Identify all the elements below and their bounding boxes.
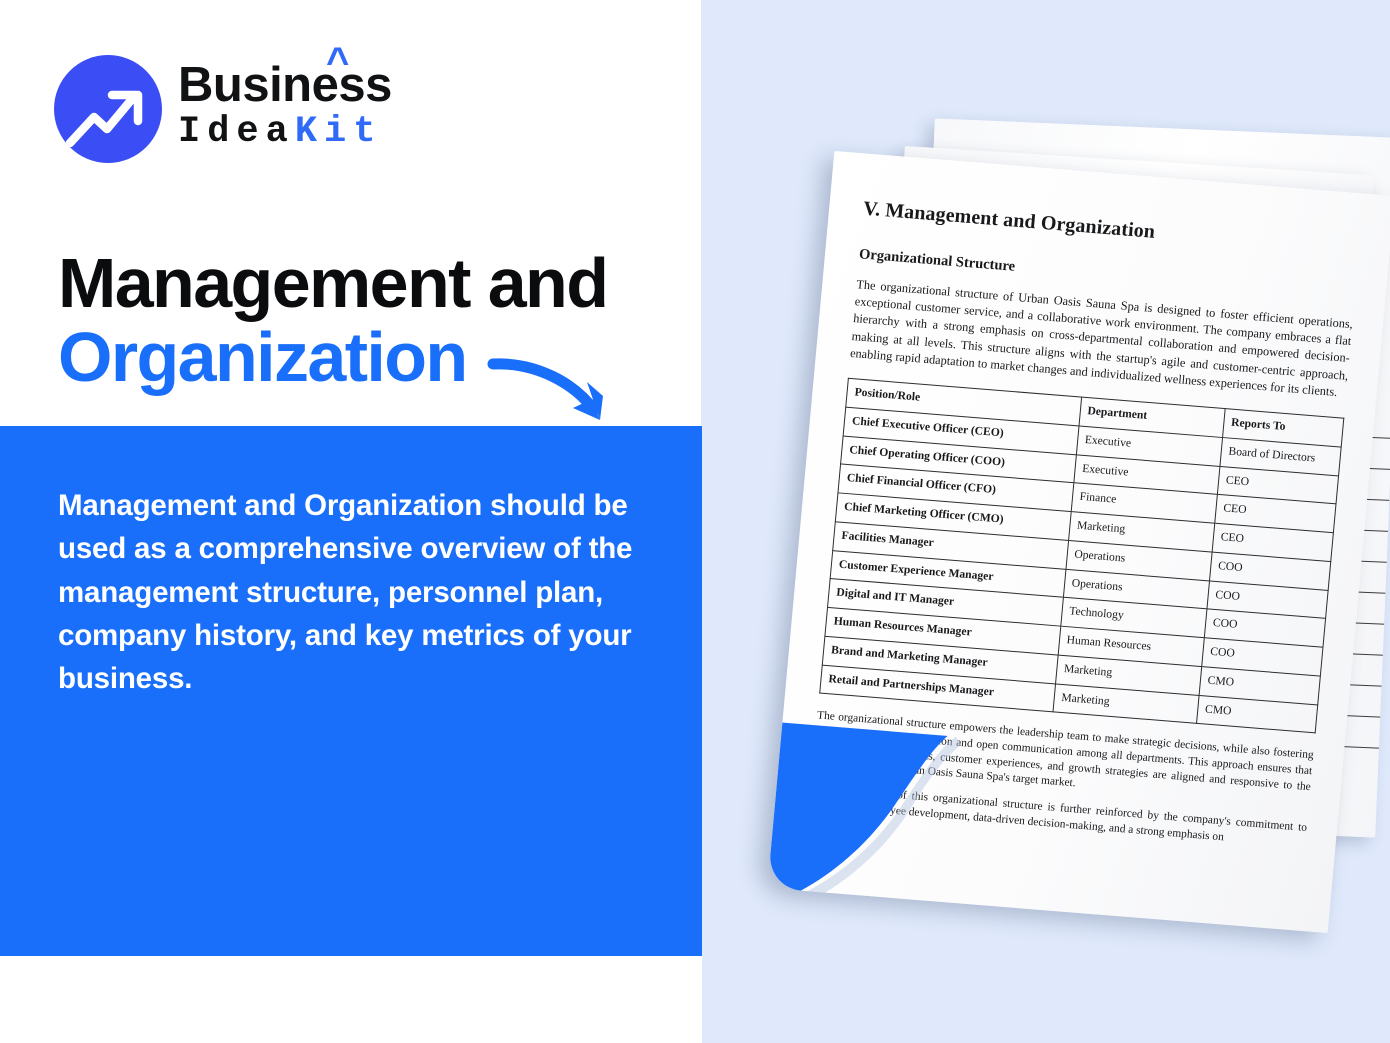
brand-business-text: Business bbox=[178, 58, 392, 113]
document-body: V. Management and Organization Organizat… bbox=[808, 198, 1360, 853]
document-title: V. Management and Organization bbox=[862, 197, 1157, 243]
curved-arrow-down-right-icon bbox=[487, 352, 617, 437]
trend-arrow-up-icon bbox=[54, 55, 162, 163]
brand-wordmark: Business ^ IdeaKit bbox=[178, 42, 392, 153]
blue-description-panel bbox=[0, 426, 702, 956]
bottom-left-white-strip bbox=[0, 956, 702, 1043]
brand-kit-text: Kit bbox=[294, 111, 383, 154]
document-closing-section: The organizational structure empowers th… bbox=[808, 709, 1315, 853]
brand-idea-text: Idea bbox=[178, 111, 295, 154]
page-title-line-1: Management and bbox=[58, 244, 609, 322]
organization-table: Position/Role Department Reports To Chie… bbox=[819, 378, 1344, 734]
brand-logo: Business ^ IdeaKit bbox=[54, 42, 392, 163]
page-title: Management and Organization bbox=[58, 244, 698, 397]
brand-line-idea-kit: IdeaKit bbox=[178, 112, 392, 153]
front-document-sheet[interactable]: V. Management and Organization Organizat… bbox=[767, 150, 1390, 934]
circumflex-accent-icon: ^ bbox=[326, 40, 349, 85]
brand-line-business: Business ^ bbox=[178, 42, 392, 113]
description-text: Management and Organization should be us… bbox=[58, 489, 633, 696]
document-preview-stack: ns, a flat on- ch, lients. rs ions, es a… bbox=[620, 110, 1390, 934]
page-title-line-2: Organization bbox=[58, 318, 468, 397]
